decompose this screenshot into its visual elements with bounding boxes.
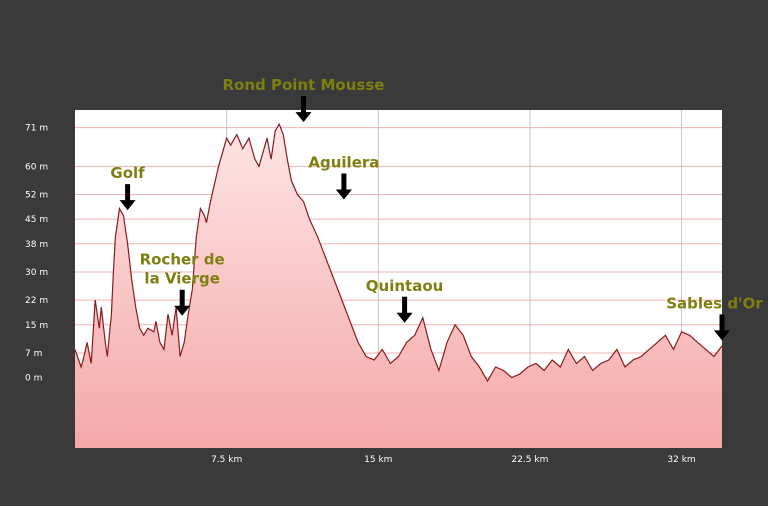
x-tick-label: 32 km [667, 455, 695, 465]
annotation-label-line: la Vierge [144, 270, 219, 288]
annotation-label-line: Rocher de [140, 251, 225, 269]
y-tick-label: 30 m [25, 268, 48, 278]
y-tick-label: 45 m [25, 215, 48, 225]
annotation-label: Sables d'Or [666, 294, 763, 312]
y-tick-label: 22 m [25, 296, 48, 306]
x-tick-label: 7.5 km [211, 455, 242, 465]
annotation-label: Golf [110, 164, 145, 182]
annotation-arrow [396, 296, 413, 323]
annotations: Golf Rocher de la Vierge Rond Point Mousse A… [110, 76, 763, 341]
y-tick-label: 15 m [25, 321, 48, 331]
y-tick-label: 38 m [25, 240, 48, 250]
annotation: Aguilera [308, 154, 379, 200]
x-tick-label: 15 km [364, 455, 392, 465]
annotation: Rond Point Mousse [222, 76, 384, 123]
y-tick-label: 0 m [25, 374, 42, 384]
annotation-arrow [119, 184, 136, 211]
annotation-label: Aguilera [308, 154, 379, 172]
annotation: Rocher de la Vierge [140, 251, 225, 316]
elevation-line [74, 122, 723, 383]
annotation-label: Quintaou [366, 277, 444, 295]
annotation: Quintaou [366, 277, 444, 323]
y-tick-label: 7 m [25, 349, 42, 359]
y-tick-label: 52 m [25, 191, 48, 201]
annotation-label: Rond Point Mousse [222, 76, 384, 94]
y-axis-labels: 71 m 60 m 52 m 45 m 38 m 30 m 22 m 15 m 7 m 0 m [25, 124, 48, 384]
annotation-label: Rocher de la Vierge [140, 251, 225, 288]
annotation-arrow [335, 173, 352, 200]
annotation-arrow [174, 289, 191, 316]
annotation-arrow [714, 314, 730, 341]
x-axis-labels: 7.5 km 15 km 22.5 km 32 km [211, 455, 696, 465]
y-tick-label: 71 m [25, 124, 48, 134]
x-tick-label: 22.5 km [511, 455, 548, 465]
annotation: Golf [110, 164, 145, 211]
y-tick-label: 60 m [25, 162, 48, 172]
annotation-arrow [295, 96, 312, 123]
annotation: Sables d'Or [666, 294, 763, 341]
